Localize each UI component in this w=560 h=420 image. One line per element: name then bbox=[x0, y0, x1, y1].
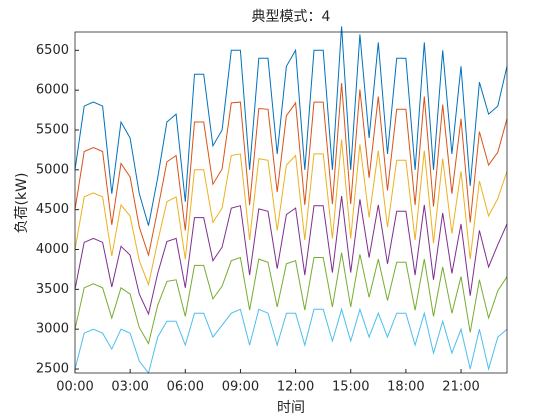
y-tick-label: 5500 bbox=[36, 122, 69, 137]
data-line bbox=[74, 196, 508, 316]
y-tick-label: 4000 bbox=[36, 242, 69, 257]
x-tick-label: 03:00 bbox=[111, 380, 148, 395]
x-tick-label: 06:00 bbox=[167, 380, 204, 395]
y-tick-label: 3000 bbox=[36, 322, 69, 337]
x-tick-label: 18:00 bbox=[387, 380, 424, 395]
axes-box bbox=[74, 31, 508, 374]
data-line bbox=[74, 26, 508, 226]
y-tick-label: 2500 bbox=[36, 362, 69, 377]
data-line bbox=[74, 252, 508, 345]
x-tick-label: 12:00 bbox=[277, 380, 314, 395]
data-line bbox=[74, 82, 508, 258]
y-tick-label: 5000 bbox=[36, 162, 69, 177]
x-axis-label: 时间 bbox=[277, 400, 305, 416]
chart-title: 典型模式：4 bbox=[252, 9, 331, 25]
data-line bbox=[74, 139, 508, 287]
x-tick-label: 09:00 bbox=[222, 380, 259, 395]
y-tick-label: 6500 bbox=[36, 43, 69, 58]
y-tick-label: 6000 bbox=[36, 83, 69, 98]
y-axis-label: 负荷(kW) bbox=[14, 173, 30, 234]
y-tick-label: 4500 bbox=[36, 202, 69, 217]
x-tick-label: 00:00 bbox=[56, 380, 93, 395]
x-tick-label: 15:00 bbox=[332, 380, 369, 395]
y-tick-label: 3500 bbox=[36, 282, 69, 297]
data-line bbox=[74, 307, 508, 375]
x-tick-label: 21:00 bbox=[442, 380, 479, 395]
